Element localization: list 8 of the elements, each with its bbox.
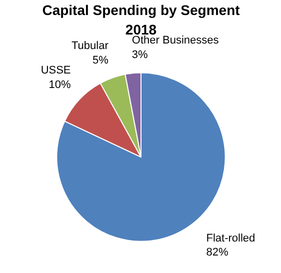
data-label: 5% xyxy=(92,54,109,66)
data-label: 3% xyxy=(132,49,148,62)
data-label: 10% xyxy=(48,79,71,92)
slice-label: Tubular xyxy=(71,40,109,52)
data-label: 82% xyxy=(206,246,228,259)
slice-label: Other Businesses xyxy=(132,34,220,47)
slice-label: USSE xyxy=(40,64,71,77)
slice-label: Flat-rolled xyxy=(206,232,256,244)
